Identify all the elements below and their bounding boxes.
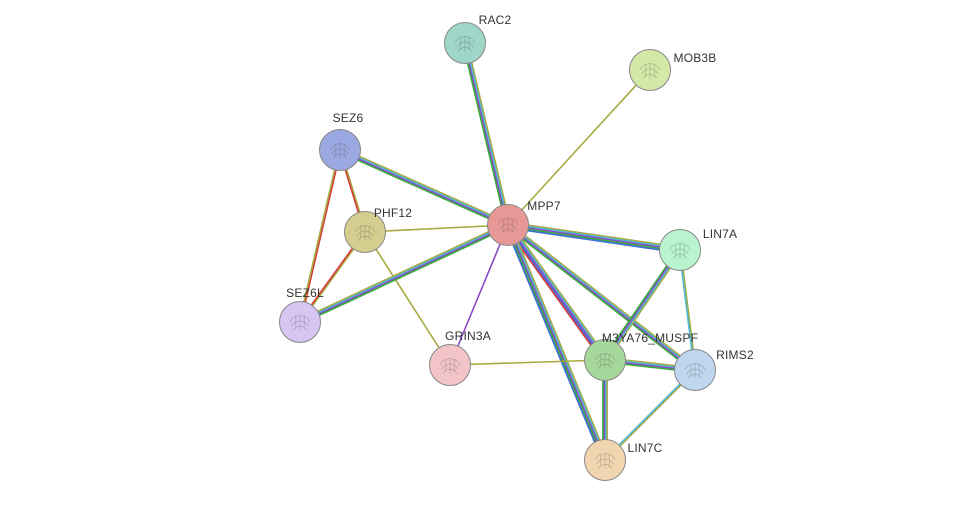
network-canvas: RAC2 MOB3B SEZ6 PHF12 MPP7 LIN7A SEZ6L GRIN3A M3… <box>0 0 975 509</box>
node-mpp7[interactable] <box>487 204 529 246</box>
node-label-lin7c: LIN7C <box>627 441 662 455</box>
node-label-lin7a: LIN7A <box>703 227 737 241</box>
edges-layer <box>0 0 975 509</box>
edge-SEZ6L-MPP7 <box>299 223 507 320</box>
node-mob3b[interactable] <box>629 49 671 91</box>
node-grin3a[interactable] <box>429 344 471 386</box>
edge-MPP7-LIN7A <box>508 228 680 253</box>
node-label-sez6l: SEZ6L <box>286 286 324 300</box>
node-rims2[interactable] <box>674 349 716 391</box>
edge-RAC2-MPP7 <box>466 43 509 225</box>
node-label-sez6: SEZ6 <box>333 111 364 125</box>
edge-RAC2-MPP7 <box>467 43 510 225</box>
node-label-grin3a: GRIN3A <box>445 329 491 343</box>
node-label-rims2: RIMS2 <box>716 348 754 362</box>
node-sez6[interactable] <box>319 129 361 171</box>
edge-RAC2-MPP7 <box>464 43 507 225</box>
node-label-mob3b: MOB3B <box>673 51 716 65</box>
edge-PHF12-GRIN3A <box>365 232 450 365</box>
node-sez6l[interactable] <box>279 301 321 343</box>
node-lin7c[interactable] <box>584 439 626 481</box>
node-lin7a[interactable] <box>659 229 701 271</box>
node-label-m3ya76: M3YA76_MUSPF <box>602 331 698 345</box>
edge-M3YA76-GRIN3A <box>450 360 605 365</box>
edge-SEZ6L-MPP7 <box>300 226 508 323</box>
node-label-rac2: RAC2 <box>479 13 512 27</box>
edge-RAC2-MPP7 <box>463 43 506 225</box>
node-label-mpp7: MPP7 <box>527 199 560 213</box>
node-m3ya76[interactable] <box>584 339 626 381</box>
edge-SEZ6L-MPP7 <box>300 224 508 321</box>
node-rac2[interactable] <box>444 22 486 64</box>
node-label-phf12: PHF12 <box>374 206 412 220</box>
